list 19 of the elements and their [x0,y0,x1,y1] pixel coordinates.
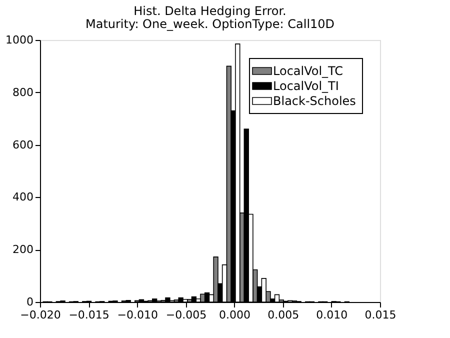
chart-subtitle: Maturity: One_week. OptionType: Call10D [85,17,335,31]
y-tick-label: 0 [26,296,34,308]
x-tick-label: −0.005 [166,308,207,322]
chart-title: Hist. Delta Hedging Error. [134,4,286,18]
x-tick-label: 0.010 [316,308,348,322]
x-tick-label: 0.005 [268,308,300,322]
x-tick-label: −0.015 [68,308,110,322]
x-tick-label: −0.020 [20,308,61,322]
y-tick-label: 1000 [6,34,34,46]
y-tick-label: 800 [12,86,34,99]
legend-label: LocalVol_TC [273,64,344,78]
x-tick-label: 0.000 [219,308,251,322]
legend-label: Black-Scholes [273,94,356,108]
x-tick-label: 0.015 [364,308,396,322]
legend-label: LocalVol_TI [273,79,339,93]
y-tick-label: 400 [12,190,34,204]
y-tick-label: 200 [12,243,34,256]
y-tick-label: 600 [12,138,34,152]
x-tick-label: −0.010 [117,308,158,322]
